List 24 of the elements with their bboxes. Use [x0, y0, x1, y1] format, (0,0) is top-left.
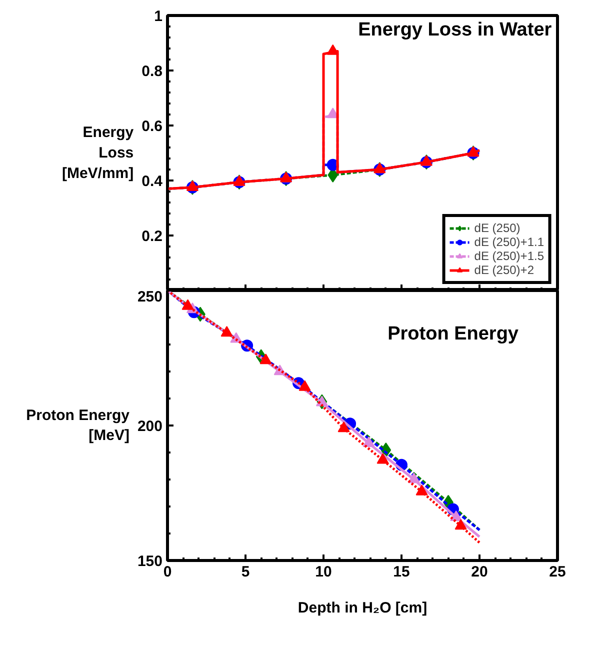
y-tick-label: 150 [137, 553, 163, 570]
x-tick-label: 25 [549, 564, 566, 580]
y-tick-label: 250 [137, 288, 163, 306]
y-tick-label: 0.4 [142, 173, 164, 190]
chart-title: Energy Loss in Water [358, 19, 552, 40]
legend-label: dE (250) [474, 221, 520, 235]
x-axis-title: Depth in H₂O [cm] [298, 600, 428, 616]
legend-label: dE (250)+1.5 [474, 249, 544, 263]
y-tick-label: 200 [137, 418, 163, 435]
text: Proton Energy [388, 324, 519, 344]
x-tick-label: 15 [393, 564, 410, 580]
y-axis-title: Energy Loss [MeV/mm] [62, 124, 134, 182]
y-tick-label: 0.6 [142, 118, 163, 135]
point [326, 44, 339, 55]
x-tick-label: 5 [241, 564, 250, 580]
legend-label: dE (250)+2 [474, 263, 534, 277]
legend-label: dE (250)+1.1 [474, 235, 544, 249]
x-tick-label: 0 [163, 564, 172, 580]
y-axis-title: Proton Energy [MeV] [26, 406, 130, 444]
y-tick-label: 0.2 [142, 228, 163, 245]
x-tick-label: 10 [315, 564, 332, 580]
y-tick-label: 0.8 [142, 63, 163, 80]
x-tick-label: 20 [471, 564, 488, 580]
y-tick-label: 1 [154, 8, 162, 25]
